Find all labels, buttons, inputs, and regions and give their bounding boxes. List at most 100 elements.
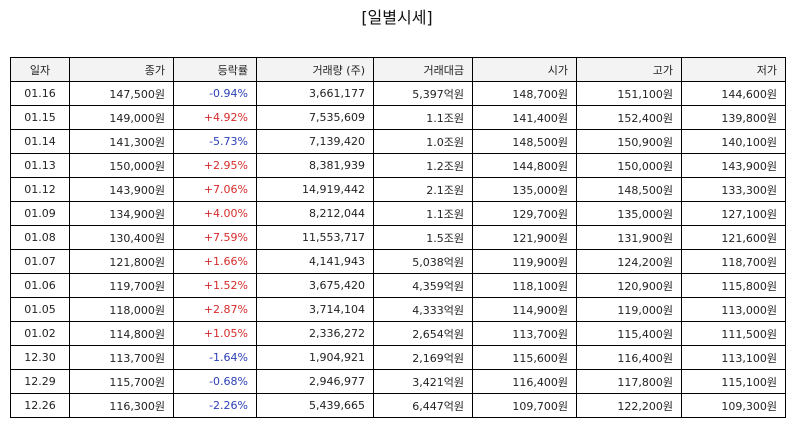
table-row: 01.12 143,900원 +7.06% 14,919,442 2.1조원 1… [10,177,786,202]
table-row: 01.07 121,800원 +1.66% 4,141,943 5,038억원 … [10,249,786,274]
column-header-date: 일자 [10,57,70,82]
cell-date: 01.09 [10,201,70,226]
cell-date: 01.07 [10,249,70,274]
cell-open: 115,600원 [472,345,577,370]
cell-amount: 5,038억원 [373,249,473,274]
cell-low: 121,600원 [681,225,786,250]
cell-close: 149,000원 [69,105,174,130]
cell-volume: 8,212,044 [256,201,374,226]
cell-high: 151,100원 [576,81,682,106]
cell-close: 130,400원 [69,225,174,250]
cell-high: 150,900원 [576,129,682,154]
page-title: [일별시세] [361,8,433,27]
cell-change: -1.64% [173,345,257,370]
cell-amount: 2.1조원 [373,177,473,202]
cell-amount: 2,169억원 [373,345,473,370]
cell-date: 01.06 [10,273,70,298]
table-row: 01.02 114,800원 +1.05% 2,336,272 2,654억원 … [10,321,786,346]
table-row: 12.30 113,700원 -1.64% 1,904,921 2,169억원 … [10,345,786,370]
cell-volume: 7,139,420 [256,129,374,154]
cell-open: 113,700원 [472,321,577,346]
cell-open: 135,000원 [472,177,577,202]
cell-close: 115,700원 [69,369,174,394]
cell-amount: 4,333억원 [373,297,473,322]
table-row: 12.26 116,300원 -2.26% 5,439,665 6,447억원 … [10,393,786,418]
cell-low: 118,700원 [681,249,786,274]
cell-volume: 3,675,420 [256,273,374,298]
column-header-volume: 거래량 (주) [256,57,374,82]
cell-volume: 3,661,177 [256,81,374,106]
column-header-low: 저가 [681,57,786,82]
cell-amount: 2,654억원 [373,321,473,346]
cell-change: +4.00% [173,201,257,226]
cell-high: 119,000원 [576,297,682,322]
cell-low: 115,800원 [681,273,786,298]
cell-amount: 5,397억원 [373,81,473,106]
cell-date: 01.14 [10,129,70,154]
daily-price-table: 일자 종가 등락률 거래량 (주) 거래대금 시가 고가 저가 01.16 14… [10,57,786,418]
table-header-row: 일자 종가 등락률 거래량 (주) 거래대금 시가 고가 저가 [10,57,786,82]
cell-open: 118,100원 [472,273,577,298]
cell-close: 141,300원 [69,129,174,154]
column-header-change: 등락률 [173,57,257,82]
cell-low: 140,100원 [681,129,786,154]
cell-date: 12.30 [10,345,70,370]
cell-low: 113,000원 [681,297,786,322]
column-header-close: 종가 [69,57,174,82]
cell-low: 113,100원 [681,345,786,370]
cell-open: 141,400원 [472,105,577,130]
cell-amount: 6,447억원 [373,393,473,418]
cell-open: 144,800원 [472,153,577,178]
cell-low: 127,100원 [681,201,786,226]
cell-close: 150,000원 [69,153,174,178]
table-row: 01.08 130,400원 +7.59% 11,553,717 1.5조원 1… [10,225,786,250]
cell-date: 01.13 [10,153,70,178]
cell-amount: 1.1조원 [373,105,473,130]
cell-date: 01.08 [10,225,70,250]
cell-low: 111,500원 [681,321,786,346]
cell-volume: 1,904,921 [256,345,374,370]
cell-date: 01.05 [10,297,70,322]
cell-date: 01.02 [10,321,70,346]
cell-close: 147,500원 [69,81,174,106]
cell-open: 116,400원 [472,369,577,394]
table-row: 01.13 150,000원 +2.95% 8,381,939 1.2조원 14… [10,153,786,178]
cell-change: +1.52% [173,273,257,298]
cell-volume: 4,141,943 [256,249,374,274]
cell-high: 115,400원 [576,321,682,346]
cell-date: 12.26 [10,393,70,418]
cell-close: 116,300원 [69,393,174,418]
table-row: 01.05 118,000원 +2.87% 3,714,104 4,333억원 … [10,297,786,322]
cell-close: 113,700원 [69,345,174,370]
cell-change: -2.26% [173,393,257,418]
cell-low: 115,100원 [681,369,786,394]
cell-close: 143,900원 [69,177,174,202]
cell-open: 109,700원 [472,393,577,418]
cell-high: 152,400원 [576,105,682,130]
cell-high: 122,200원 [576,393,682,418]
cell-low: 133,300원 [681,177,786,202]
cell-volume: 11,553,717 [256,225,374,250]
cell-low: 139,800원 [681,105,786,130]
cell-date: 12.29 [10,369,70,394]
cell-low: 144,600원 [681,81,786,106]
cell-date: 01.16 [10,81,70,106]
cell-open: 114,900원 [472,297,577,322]
cell-high: 124,200원 [576,249,682,274]
cell-volume: 3,714,104 [256,297,374,322]
cell-low: 143,900원 [681,153,786,178]
cell-volume: 7,535,609 [256,105,374,130]
cell-close: 119,700원 [69,273,174,298]
table-row: 01.15 149,000원 +4.92% 7,535,609 1.1조원 14… [10,105,786,130]
table-row: 01.06 119,700원 +1.52% 3,675,420 4,359억원 … [10,273,786,298]
cell-amount: 1.5조원 [373,225,473,250]
cell-volume: 5,439,665 [256,393,374,418]
cell-volume: 8,381,939 [256,153,374,178]
cell-change: -0.68% [173,369,257,394]
cell-change: -0.94% [173,81,257,106]
cell-amount: 1.0조원 [373,129,473,154]
cell-high: 117,800원 [576,369,682,394]
cell-amount: 3,421억원 [373,369,473,394]
cell-amount: 1.1조원 [373,201,473,226]
cell-open: 121,900원 [472,225,577,250]
